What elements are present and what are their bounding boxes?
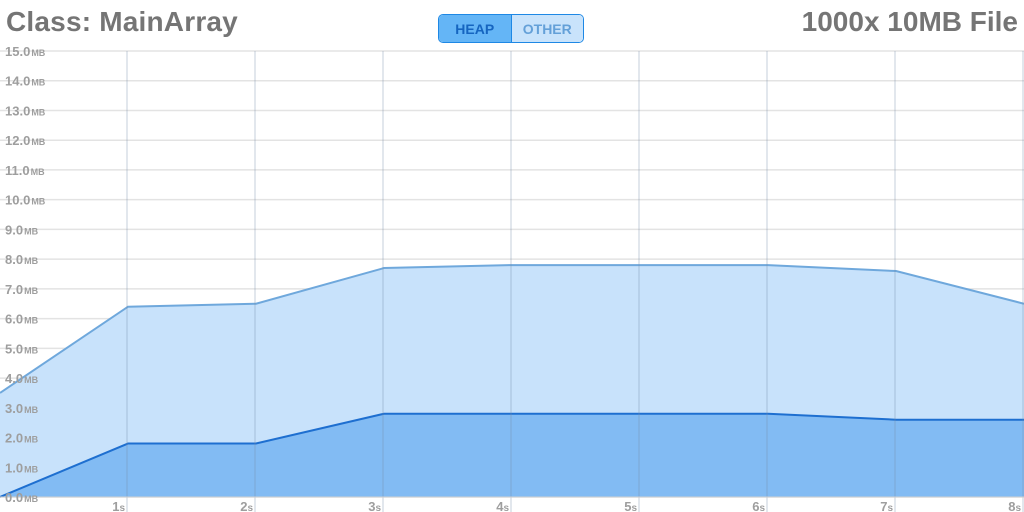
x-tick-label: 6s: [752, 499, 765, 512]
series-area-1: [0, 413, 1024, 497]
y-tick-label: 8.0MB: [5, 252, 39, 267]
y-tick-label: 1.0MB: [5, 460, 39, 475]
series-line-0: [0, 264, 1024, 394]
y-tick-label: 7.0MB: [5, 282, 39, 297]
y-tick-label: 3.0MB: [5, 401, 39, 416]
y-tick-label: 12.0MB: [5, 133, 46, 148]
heap-other-toggle[interactable]: HEAP OTHER: [438, 14, 584, 43]
x-tick-label: 5s: [624, 499, 637, 512]
x-tick-label: 1s: [112, 499, 125, 512]
y-tick-label: 14.0MB: [5, 74, 46, 89]
y-tick-label: 10.0MB: [5, 193, 46, 208]
x-axis-tick-labels: 1s 2s 3s 4s 5s 6s 7s 8s: [112, 499, 1021, 512]
series-line-1: [0, 412, 1024, 498]
x-tick-label: 7s: [880, 499, 893, 512]
y-tick-label: 13.0MB: [5, 103, 46, 118]
vertical-gridlines: [0, 51, 1024, 512]
x-tick-label: 4s: [496, 499, 509, 512]
y-tick-label: 15.0MB: [5, 44, 46, 59]
x-tick-label: 3s: [368, 499, 381, 512]
x-tick-label: 8s: [1008, 499, 1021, 512]
other-toggle-button[interactable]: OTHER: [510, 15, 583, 42]
y-axis-tick-labels: 0.0MB 1.0MB 2.0MB 3.0MB 4.0MB 5.0MB 6.0MB 7.0MB…: [5, 44, 46, 505]
file-title: 1000x 10MB File: [801, 6, 1018, 37]
class-title: Class: MainArray: [6, 6, 238, 37]
y-tick-label: 11.0MB: [5, 163, 45, 178]
y-tick-label: 9.0MB: [5, 222, 39, 237]
heap-toggle-button[interactable]: HEAP: [439, 15, 511, 42]
y-tick-label: 5.0MB: [5, 341, 39, 356]
y-tick-label: 2.0MB: [5, 431, 39, 446]
x-tick-label: 2s: [240, 499, 253, 512]
y-tick-label: 0.0MB: [5, 490, 39, 505]
series-areas: [0, 264, 1024, 498]
y-tick-label: 6.0MB: [5, 312, 39, 327]
y-tick-label: 4.0MB: [5, 371, 39, 386]
